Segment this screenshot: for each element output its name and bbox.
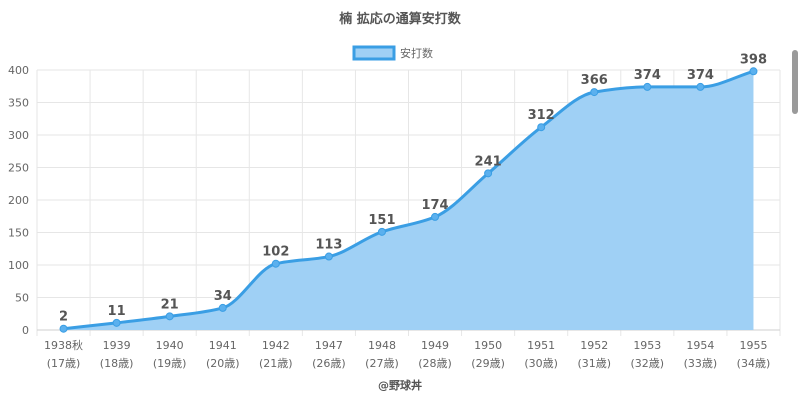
legend[interactable]: 安打数 xyxy=(352,45,433,61)
data-label: 113 xyxy=(315,238,342,253)
data-label: 374 xyxy=(634,68,661,83)
data-label: 102 xyxy=(262,245,289,260)
x-tick-label: 1952 xyxy=(580,339,608,352)
chart-title: 楠 拡応の通算安打数 xyxy=(338,11,462,27)
data-label: 151 xyxy=(368,213,395,228)
x-tick-label: 1942 xyxy=(262,339,290,352)
y-tick-label: 200 xyxy=(8,194,29,207)
y-tick-label: 100 xyxy=(8,259,29,272)
x-tick-label: 1949 xyxy=(421,339,449,352)
data-point xyxy=(324,252,333,261)
x-tick-sublabel: (18歳) xyxy=(100,357,134,370)
x-tick-sublabel: (29歳) xyxy=(471,357,505,370)
y-tick-label: 400 xyxy=(8,64,29,77)
y-axis: 0 50 100 150 200 250 300 350 400 xyxy=(8,64,29,337)
data-point xyxy=(112,318,121,327)
data-label: 398 xyxy=(740,52,767,67)
y-tick-label: 300 xyxy=(8,129,29,142)
data-point xyxy=(537,123,546,132)
data-label: 34 xyxy=(214,289,232,304)
x-tick-sublabel: (33歳) xyxy=(684,357,718,370)
x-tick-sublabel: (28歳) xyxy=(418,357,452,370)
data-point xyxy=(165,312,174,321)
x-tick-sublabel: (31歳) xyxy=(577,357,611,370)
x-tick-label: 1940 xyxy=(156,339,184,352)
plot-area: 2 11 21 34 102 113 151 174 241 312 366 374 374 398 xyxy=(59,52,767,333)
x-tick-label: 1951 xyxy=(527,339,555,352)
data-point xyxy=(218,303,227,312)
x-tick-sublabel: (19歳) xyxy=(153,357,187,370)
legend-label: 安打数 xyxy=(400,46,433,60)
data-point xyxy=(749,67,758,76)
data-point xyxy=(696,82,705,91)
x-tick-label: 1938秋 xyxy=(44,338,83,352)
x-tick-sublabel: (32歳) xyxy=(631,357,665,370)
data-label: 2 xyxy=(59,310,68,325)
data-label: 174 xyxy=(421,198,448,213)
x-tick-label: 1941 xyxy=(209,339,237,352)
data-point xyxy=(377,227,386,236)
x-tick-sublabel: (21歳) xyxy=(259,357,293,370)
x-tick-label: 1955 xyxy=(739,339,767,352)
x-tick-sublabel: (30歳) xyxy=(524,357,558,370)
data-point xyxy=(431,212,440,221)
scrollbar[interactable] xyxy=(792,50,798,114)
data-point xyxy=(590,88,599,97)
x-tick-label: 1950 xyxy=(474,339,502,352)
y-tick-label: 50 xyxy=(15,292,29,305)
data-point xyxy=(484,169,493,178)
y-tick-label: 150 xyxy=(8,227,29,240)
data-label: 312 xyxy=(528,108,555,123)
data-label: 21 xyxy=(161,297,179,312)
y-tick-label: 350 xyxy=(8,97,29,110)
data-label: 374 xyxy=(687,68,714,83)
x-tick-label: 1948 xyxy=(368,339,396,352)
legend-swatch xyxy=(352,45,396,61)
y-tick-label: 250 xyxy=(8,162,29,175)
data-point xyxy=(271,259,280,268)
x-tick-sublabel: (17歳) xyxy=(47,357,81,370)
x-tick-sublabel: (26歳) xyxy=(312,357,346,370)
x-axis: 1938秋 (17歳) 1939 (18歳) 1940 (19歳) 1941 (20歳) 194… xyxy=(44,338,770,370)
x-tick-label: 1954 xyxy=(686,339,714,352)
x-tick-sublabel: (27歳) xyxy=(365,357,399,370)
x-tick-label: 1939 xyxy=(103,339,131,352)
data-label: 11 xyxy=(108,304,126,319)
series-area xyxy=(63,71,754,331)
data-point xyxy=(59,324,68,333)
data-label: 366 xyxy=(581,73,608,88)
x-tick-sublabel: (34歳) xyxy=(737,357,771,370)
y-tick-label: 0 xyxy=(22,324,29,337)
data-label: 241 xyxy=(475,154,502,169)
x-tick-sublabel: (20歳) xyxy=(206,357,240,370)
x-tick-label: 1953 xyxy=(633,339,661,352)
series-line xyxy=(63,69,754,331)
x-tick-label: 1947 xyxy=(315,339,343,352)
credit: @野球丼 xyxy=(378,378,422,392)
data-point xyxy=(643,82,652,91)
